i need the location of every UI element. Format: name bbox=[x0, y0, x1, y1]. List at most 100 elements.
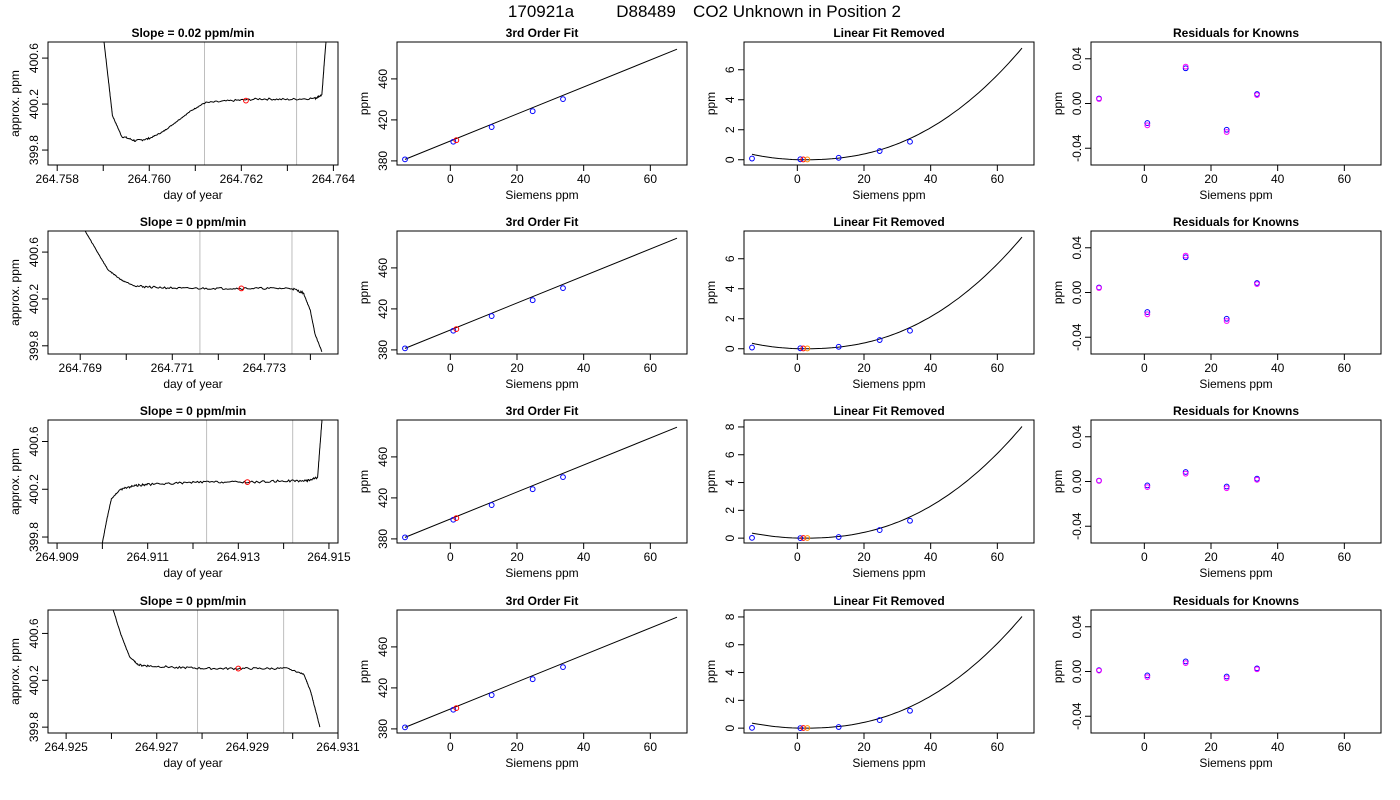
panel-title: 3rd Order Fit bbox=[506, 404, 579, 418]
residual-point-b bbox=[1144, 674, 1151, 680]
y-tick-label: 0.04 bbox=[1070, 615, 1084, 639]
known-point bbox=[488, 502, 495, 508]
plot-area bbox=[1096, 658, 1260, 682]
residual-point-a bbox=[1223, 483, 1230, 490]
plot-area bbox=[749, 616, 1023, 732]
plot-area bbox=[1096, 469, 1260, 492]
known-point bbox=[529, 108, 536, 115]
x-tick-label: 0 bbox=[447, 361, 454, 375]
plot-frame bbox=[1090, 609, 1382, 734]
x-axis-label: Siemens ppm bbox=[505, 756, 578, 770]
x-tick-label: 20 bbox=[1204, 740, 1218, 754]
x-tick-label: 264.911 bbox=[126, 550, 169, 564]
y-tick-label: 8 bbox=[723, 423, 737, 430]
known-point bbox=[907, 517, 913, 524]
unknown-point bbox=[453, 515, 460, 521]
y-tick-label: -0.04 bbox=[1070, 134, 1084, 162]
panel-title: Residuals for Knowns bbox=[1173, 404, 1299, 418]
figure-title: 170921a D88489 CO2 Unknown in Position 2 bbox=[508, 2, 901, 21]
panels: Slope = 0.02 ppm/min 264.758 264.760 264.76… bbox=[8, 26, 1382, 770]
x-tick-label: 40 bbox=[577, 740, 591, 754]
x-tick-label: 264.771 bbox=[151, 361, 195, 375]
y-tick-label: 400.2 bbox=[27, 665, 41, 695]
y-tick-label: 460 bbox=[376, 69, 390, 89]
y-tick-label: 0.04 bbox=[1070, 425, 1084, 449]
plot-frame bbox=[47, 41, 339, 166]
y-axis-label: ppm bbox=[704, 660, 718, 683]
x-tick-label: 40 bbox=[577, 361, 591, 375]
ppm-trace bbox=[84, 231, 323, 352]
x-axis-label: Siemens ppm bbox=[1199, 566, 1272, 580]
x-axis-label: Siemens ppm bbox=[505, 188, 578, 202]
known-point bbox=[529, 297, 536, 304]
x-tick-label: 20 bbox=[857, 361, 871, 375]
x-tick-label: 264.931 bbox=[316, 740, 360, 754]
residual-point-a bbox=[1182, 658, 1189, 665]
x-axis-label: day of year bbox=[163, 756, 222, 770]
y-axis-label: ppm bbox=[1051, 92, 1065, 115]
y-tick-label: 0 bbox=[723, 724, 737, 731]
y-tick-label: 6 bbox=[723, 255, 737, 262]
x-tick-label: 60 bbox=[644, 361, 658, 375]
x-tick-label: 60 bbox=[991, 740, 1005, 754]
x-tick-label: 264.925 bbox=[44, 740, 88, 754]
x-tick-label: 0 bbox=[447, 740, 454, 754]
plot-frame bbox=[396, 230, 688, 355]
residual-point-b bbox=[1254, 92, 1260, 99]
y-tick-label: 2 bbox=[723, 697, 737, 704]
x-tick-label: 0 bbox=[1141, 740, 1148, 754]
known-point bbox=[488, 313, 495, 319]
y-tick-label: 399.8 bbox=[27, 330, 41, 360]
y-axis-label: approx. ppm bbox=[8, 70, 22, 137]
nonlinear-curve bbox=[751, 616, 1023, 729]
panel-r1-c1: Slope = 0.02 ppm/min 264.758 264.760 264.76… bbox=[8, 26, 355, 202]
unknown-point-alt bbox=[804, 535, 811, 541]
y-tick-label: 400.6 bbox=[27, 43, 41, 73]
y-tick-label: 420 bbox=[376, 110, 390, 130]
y-tick-label: 420 bbox=[376, 299, 390, 319]
panel-r4-c3: Linear Fit Removed 0 20 40 60 0 2 4 6 8 Siemens pp… bbox=[704, 594, 1035, 770]
y-tick-label: 460 bbox=[376, 637, 390, 657]
panel-title: Linear Fit Removed bbox=[833, 26, 944, 40]
x-tick-label: 0 bbox=[447, 550, 454, 564]
panel-title: Linear Fit Removed bbox=[833, 215, 944, 229]
y-tick-label: 0 bbox=[723, 156, 737, 163]
known-point bbox=[835, 343, 842, 350]
x-tick-label: 0 bbox=[794, 172, 801, 186]
panel-title: Linear Fit Removed bbox=[833, 404, 944, 418]
figure-title-tank: D88489 bbox=[616, 2, 676, 21]
x-tick-label: 0 bbox=[447, 172, 454, 186]
panel-r3-c1: Slope = 0 ppm/min 264.909 264.911 264.913 26… bbox=[8, 404, 351, 580]
plot-area bbox=[749, 47, 1023, 163]
y-tick-label: 399.8 bbox=[27, 712, 41, 742]
plot-area bbox=[402, 426, 678, 541]
figure-title-text: CO2 Unknown in Position 2 bbox=[693, 2, 901, 21]
plot-frame bbox=[743, 609, 1035, 734]
average-marker bbox=[243, 97, 249, 104]
known-point bbox=[797, 535, 804, 542]
plot-frame bbox=[396, 419, 688, 544]
unknown-point bbox=[800, 345, 807, 352]
y-tick-label: 0.04 bbox=[1070, 47, 1084, 71]
y-tick-label: 400.6 bbox=[27, 618, 41, 648]
x-tick-label: 40 bbox=[577, 550, 591, 564]
residual-point-b bbox=[1254, 476, 1260, 483]
x-tick-label: 20 bbox=[510, 361, 524, 375]
known-point bbox=[876, 148, 883, 154]
known-point bbox=[797, 156, 804, 163]
panel-title: Residuals for Knowns bbox=[1173, 594, 1299, 608]
residual-point-a bbox=[1182, 254, 1189, 261]
average-marker bbox=[238, 285, 245, 292]
plot-area bbox=[402, 616, 678, 731]
x-tick-label: 20 bbox=[1204, 550, 1218, 564]
y-tick-label: 4 bbox=[723, 285, 737, 292]
x-tick-label: 264.929 bbox=[226, 740, 270, 754]
panel-title: Linear Fit Removed bbox=[833, 594, 944, 608]
y-tick-label: 380 bbox=[376, 719, 390, 739]
x-tick-label: 264.913 bbox=[217, 550, 261, 564]
plot-frame bbox=[47, 609, 339, 734]
y-tick-label: 0 bbox=[723, 345, 737, 352]
x-tick-label: 40 bbox=[577, 172, 591, 186]
x-tick-label: 0 bbox=[1141, 172, 1148, 186]
residual-point-b bbox=[1182, 63, 1189, 70]
